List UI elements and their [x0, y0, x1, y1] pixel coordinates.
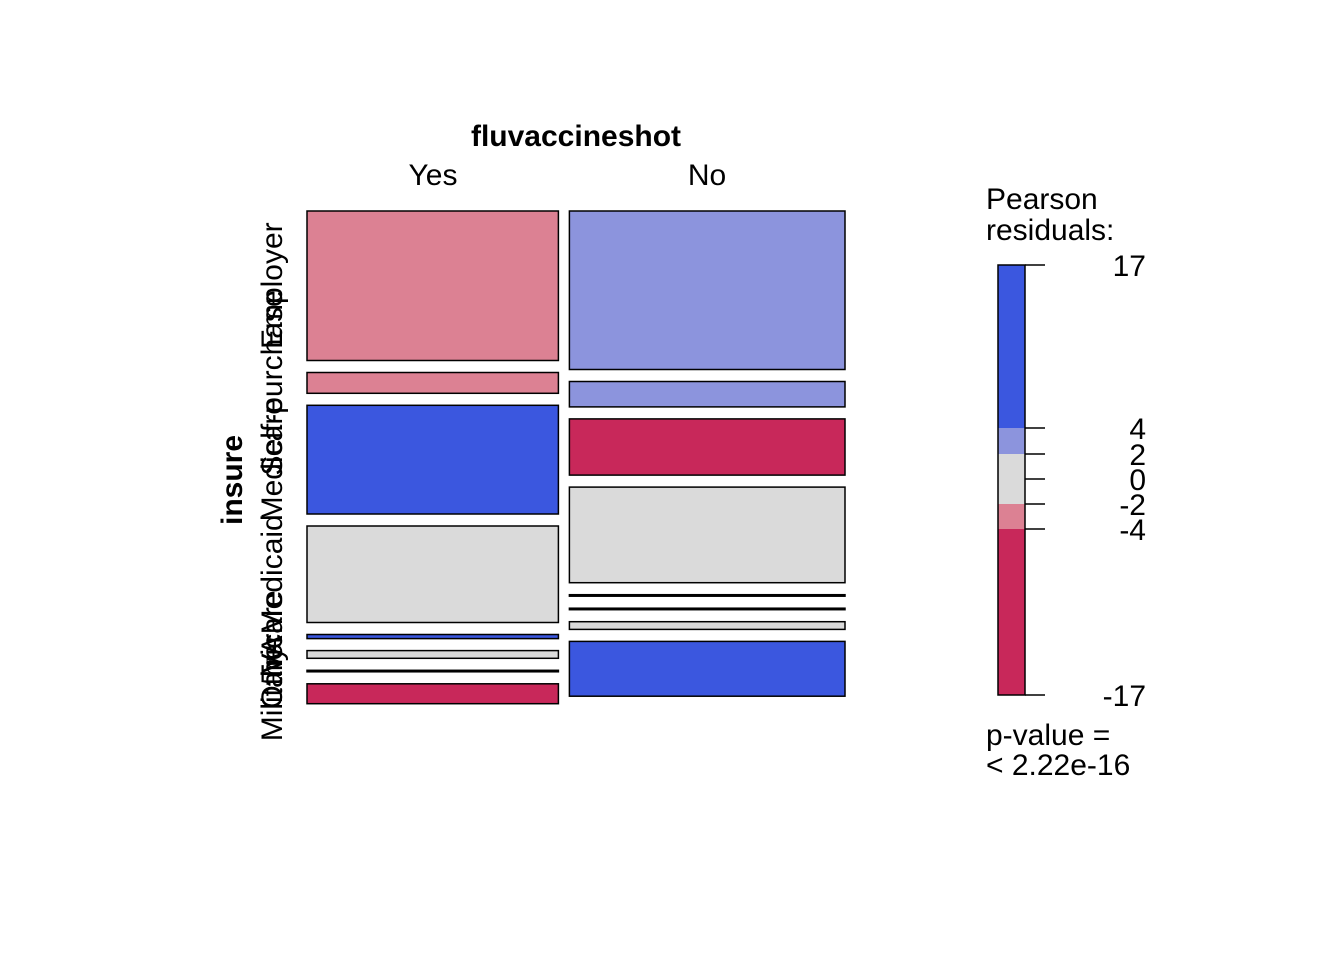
- legend-title-line2: residuals:: [986, 214, 1114, 247]
- cell-no-other: [568, 620, 846, 631]
- cell-no-va: [568, 607, 846, 611]
- legend-band-4-to-17: [998, 265, 1025, 428]
- row-label-other: Other: [256, 634, 289, 709]
- cell-yes-employer: [306, 210, 560, 362]
- column-label-no: No: [688, 159, 726, 192]
- cell-yes-military: [306, 683, 560, 705]
- legend-band-2-to-2: [998, 454, 1025, 504]
- legend-tick-label-4: 4: [1129, 413, 1146, 446]
- legend-band-4-to-2: [998, 504, 1025, 529]
- cell-yes-self-purchase: [306, 371, 560, 395]
- cell-yes-medicaid: [306, 525, 560, 624]
- p-value-line2: < 2.22e-16: [986, 749, 1130, 782]
- legend-tick-label-0: 0: [1129, 464, 1146, 497]
- cell-no-self-purchase: [568, 380, 846, 408]
- cell-no-employer: [568, 210, 846, 371]
- cell-no-medicaid: [568, 486, 846, 584]
- cell-no-tricare: [568, 593, 846, 597]
- row-label-tricare: Tricare: [256, 590, 289, 682]
- row-label-military: Military: [256, 646, 289, 741]
- legend-band-2-to-4: [998, 428, 1025, 454]
- mosaic-cells: [306, 210, 846, 705]
- legend-tick-label-17: 17: [1113, 250, 1146, 283]
- legend-bar-frame: [997, 264, 1026, 696]
- legend-title-line1: Pearson: [986, 183, 1098, 216]
- row-label-medicare: Medicare: [256, 398, 289, 521]
- cell-yes-other: [306, 669, 560, 673]
- cell-yes-medicare: [306, 404, 560, 515]
- legend-band-17-to-4: [998, 529, 1025, 695]
- cell-no-medicare: [568, 418, 846, 476]
- row-label-self-purchase: Self-purchase: [256, 290, 289, 475]
- row-labels: EmployerSelf-purchaseMedicareMedicaidTri…: [256, 222, 289, 741]
- row-label-employer: Employer: [256, 222, 289, 349]
- cell-yes-tricare: [306, 633, 560, 640]
- legend-tick-label-4: -4: [1119, 514, 1146, 547]
- row-label-va: VA: [256, 636, 289, 674]
- cell-yes-va: [306, 649, 560, 660]
- row-variable-label: insure: [216, 435, 249, 525]
- cell-no-military: [568, 640, 846, 697]
- column-variable-label: fluvaccineshot: [471, 120, 681, 153]
- legend-color-bar: 17 420-2-4 -17: [997, 250, 1146, 713]
- legend-tick-label-2: -2: [1119, 489, 1146, 522]
- row-label-medicaid: Medicaid: [256, 514, 289, 634]
- column-label-yes: Yes: [409, 159, 458, 192]
- legend-tick-label-17: -17: [1103, 680, 1146, 713]
- p-value-line1: p-value =: [986, 719, 1110, 752]
- legend-tick-label-2: 2: [1129, 439, 1146, 472]
